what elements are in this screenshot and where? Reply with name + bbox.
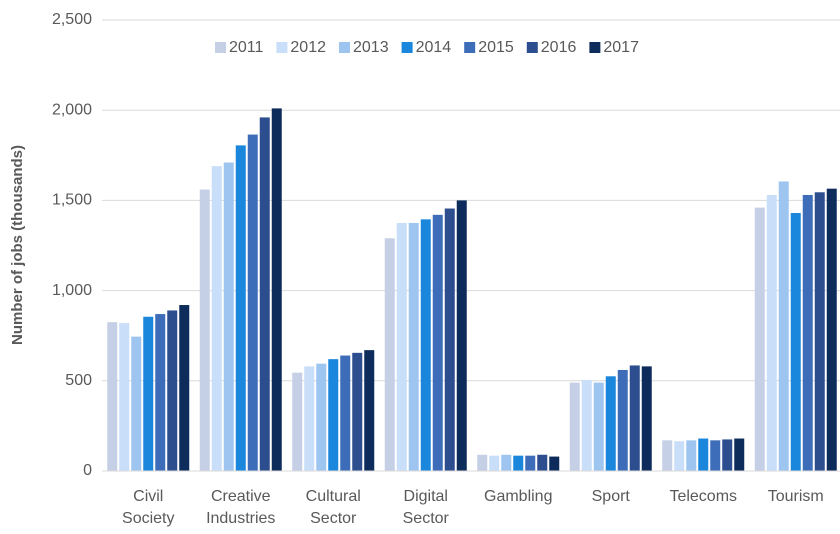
bar <box>537 454 548 471</box>
bar <box>107 322 118 471</box>
bar <box>802 194 813 471</box>
bar <box>271 108 282 471</box>
x-tick-label: Tourism <box>768 488 824 505</box>
y-axis-title: Number of jobs (thousands) <box>9 145 26 345</box>
bar <box>292 372 303 471</box>
bar <box>179 305 190 471</box>
bar <box>617 369 628 471</box>
bar <box>766 194 777 471</box>
bar <box>581 379 592 471</box>
legend-label: 2014 <box>416 39 452 56</box>
bar <box>259 117 270 471</box>
bar <box>340 355 351 471</box>
x-tick-label: Civil Society <box>122 488 174 527</box>
bar <box>826 188 837 471</box>
x-tick-label: Gambling <box>484 488 552 505</box>
bar <box>710 440 721 471</box>
legend-swatch <box>339 42 350 53</box>
bar <box>119 323 130 471</box>
bar <box>420 219 431 471</box>
bar <box>513 455 524 471</box>
bar <box>641 366 652 471</box>
legend-label: 2012 <box>290 39 326 56</box>
bar <box>629 365 640 471</box>
bar <box>167 310 178 471</box>
legend-label: 2016 <box>541 39 577 56</box>
bar <box>316 363 327 471</box>
bar <box>408 222 419 471</box>
x-tick-label: Cultural Sector <box>306 488 361 527</box>
bar <box>223 162 234 472</box>
bar <box>569 382 580 471</box>
x-tick-label: Digital Sector <box>403 488 450 527</box>
legend-swatch <box>464 42 476 53</box>
x-tick-label: Telecoms <box>669 488 737 505</box>
bar <box>247 134 258 471</box>
y-tick-label: 500 <box>65 372 92 389</box>
legend-label: 2013 <box>353 39 389 56</box>
legend-swatch <box>526 42 538 53</box>
x-tick-label: Creative Industries <box>206 488 275 527</box>
y-tick-label: 2,000 <box>52 101 92 118</box>
y-tick-label: 2,500 <box>52 11 92 28</box>
bar <box>396 222 407 471</box>
bar <box>477 454 488 471</box>
bar <box>814 192 825 472</box>
bar <box>790 213 801 471</box>
bar <box>444 208 455 471</box>
legend-swatch <box>276 42 288 53</box>
bar <box>364 350 375 471</box>
bar <box>199 189 210 472</box>
bar <box>686 440 697 471</box>
legend-label: 2017 <box>603 39 639 56</box>
bar <box>605 376 616 471</box>
bar <box>489 455 500 471</box>
bar <box>525 455 536 471</box>
legend-swatch <box>215 42 226 53</box>
bar <box>754 207 765 471</box>
bar <box>778 181 789 471</box>
bar <box>593 382 604 471</box>
bar <box>674 441 685 471</box>
legend-label: 2011 <box>229 39 264 56</box>
bar <box>549 456 560 471</box>
y-tick-label: 1,500 <box>52 192 92 209</box>
bar <box>235 145 246 472</box>
bar <box>456 200 467 471</box>
x-tick-label: Sport <box>592 488 631 505</box>
bar <box>328 359 339 471</box>
legend-swatch <box>401 42 413 53</box>
bar <box>662 440 673 471</box>
bar <box>734 438 745 471</box>
bar <box>304 366 315 471</box>
bar <box>722 439 733 471</box>
bar <box>432 214 443 471</box>
bar <box>698 438 709 471</box>
bar <box>211 166 222 471</box>
bar <box>131 336 142 471</box>
y-tick-label: 1,000 <box>52 282 92 299</box>
bar <box>384 238 395 471</box>
bar <box>501 454 512 471</box>
bar <box>352 352 363 471</box>
legend-label: 2015 <box>478 39 514 56</box>
bar <box>155 314 166 471</box>
bar <box>143 316 154 471</box>
y-tick-label: 0 <box>83 462 92 479</box>
legend-swatch <box>589 42 601 53</box>
